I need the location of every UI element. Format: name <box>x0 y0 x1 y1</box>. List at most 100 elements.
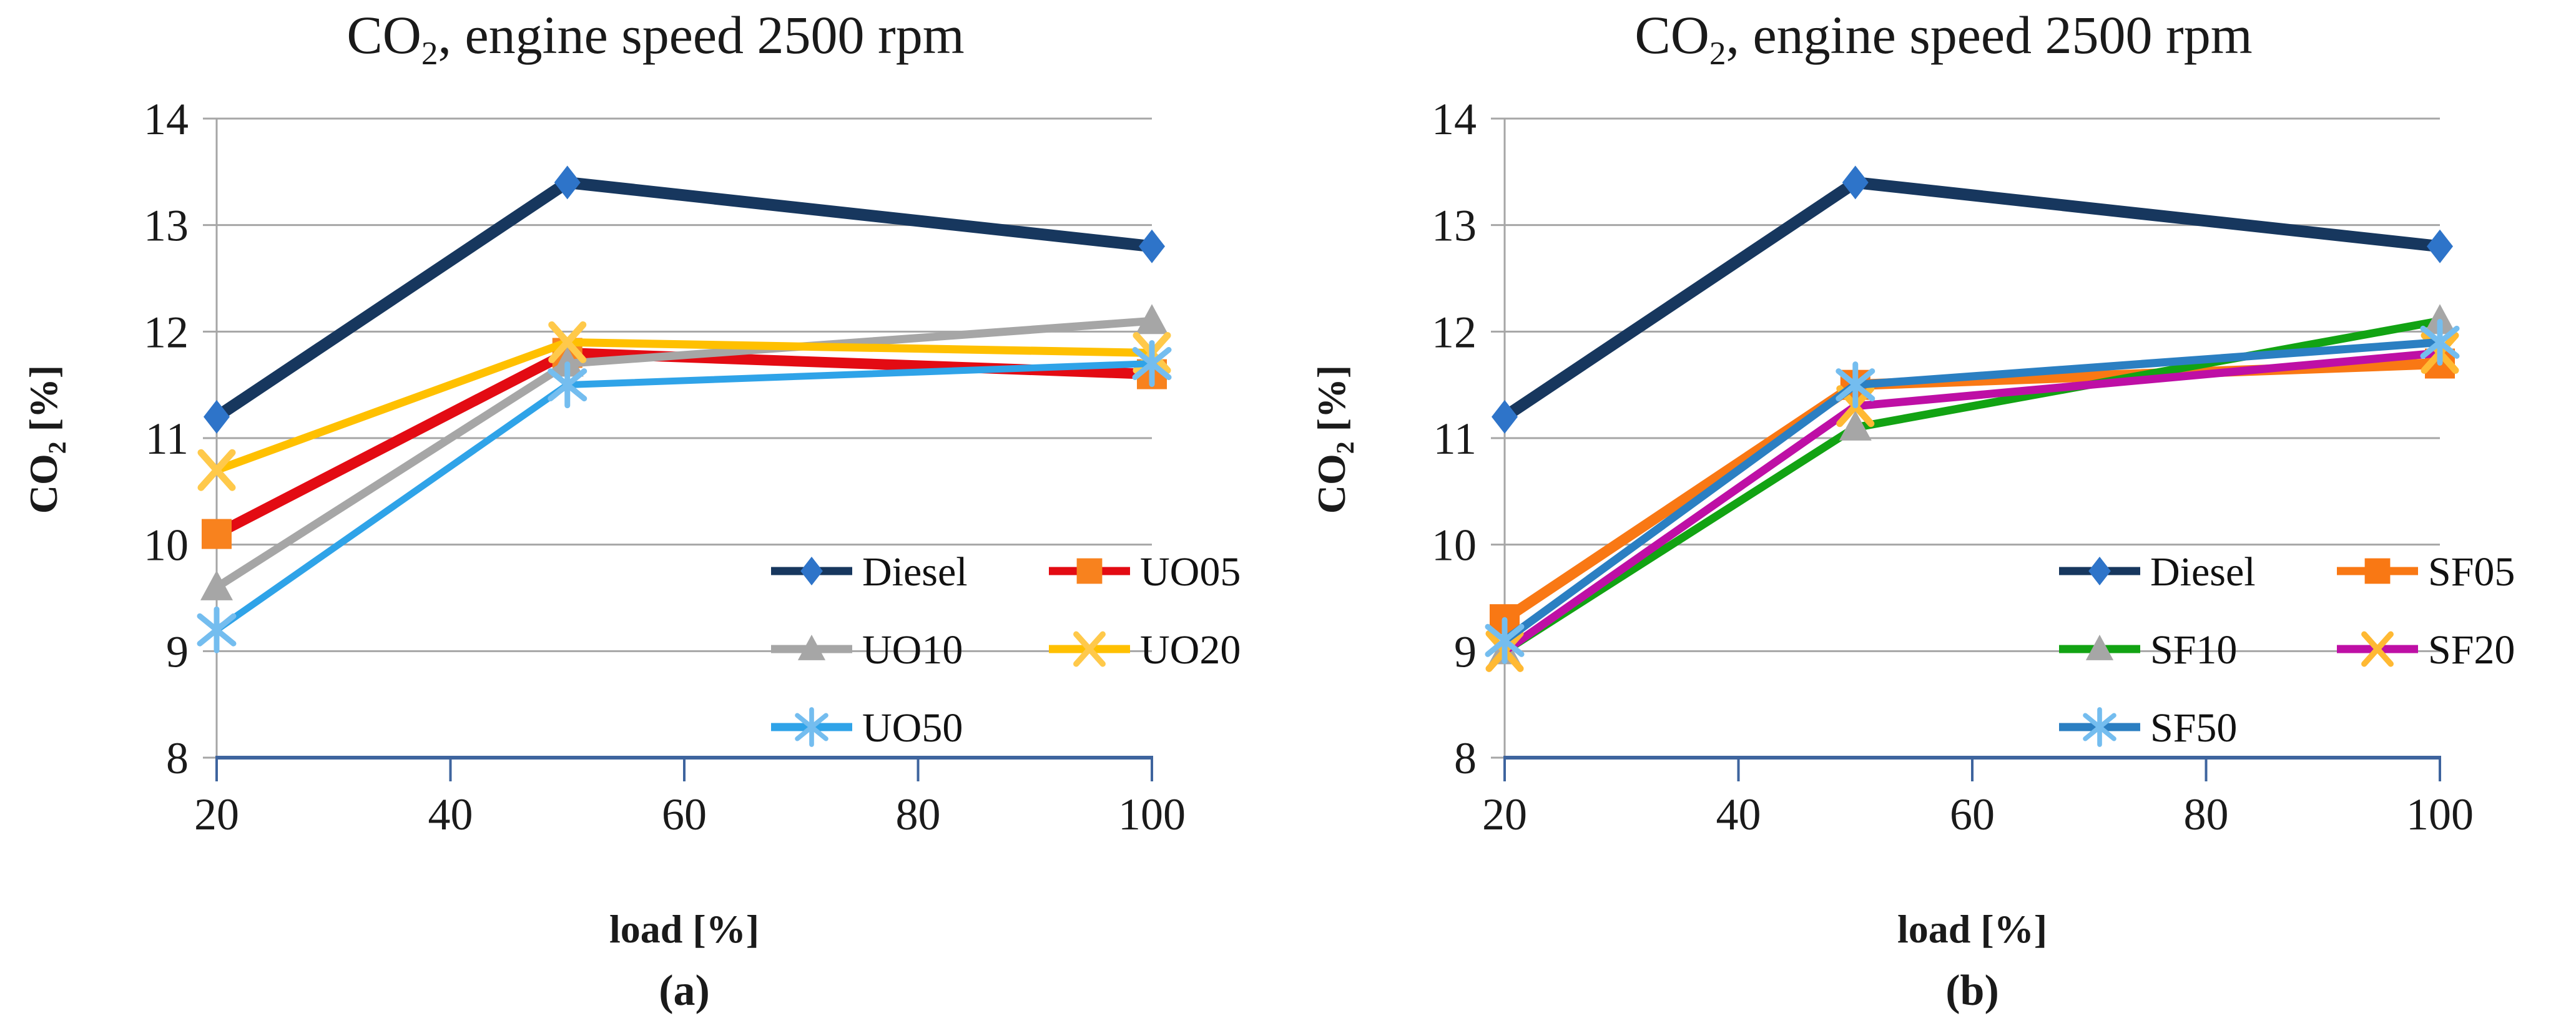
legend-item-UO50: UO50 <box>771 705 963 751</box>
y-tick-label-13: 13 <box>1432 201 1477 251</box>
y-tick-label-13: 13 <box>144 201 189 251</box>
marker-UO05-load20 <box>202 519 232 549</box>
legend-marker-SF10 <box>2085 635 2114 660</box>
y-tick-label-11: 11 <box>145 414 189 464</box>
x-tick-label-100: 100 <box>1118 789 1186 839</box>
y-tick-label-8: 8 <box>1454 733 1477 783</box>
x-tick-label-40: 40 <box>428 789 473 839</box>
subfigure-caption-b: (b) <box>1945 967 1999 1015</box>
subfigure-caption-a: (a) <box>659 967 710 1015</box>
y-axis-title-rest: [%] <box>1309 364 1354 442</box>
chart-title-rest: , engine speed 2500 rpm <box>1726 5 2253 65</box>
chart-title-text: CO <box>347 5 421 65</box>
marker-Diesel-load50 <box>1842 165 1869 200</box>
marker-SF50-load50-stroke <box>1836 368 1875 402</box>
legend-item-UO10: UO10 <box>771 627 963 673</box>
legend-item-SF50: SF50 <box>2059 705 2237 751</box>
y-axis-title-text: CO <box>1309 454 1354 514</box>
marker-SF10-load50 <box>1839 410 1872 441</box>
legend-item-UO20: UO20 <box>1049 627 1241 673</box>
marker-Diesel-load100 <box>1139 229 1165 263</box>
legend-marker-Diesel <box>2088 557 2111 585</box>
y-tick-label-14: 14 <box>1432 94 1477 144</box>
legend-marker-UO10 <box>797 635 826 660</box>
y-tick-label-12: 12 <box>1432 307 1477 357</box>
legend-item-Diesel: Diesel <box>2059 549 2256 595</box>
y-axis-title-rest: [%] <box>21 364 66 442</box>
marker-SF50-load20-stroke <box>1485 623 1525 657</box>
legend-marker-UO20 <box>1073 631 1106 667</box>
legend-marker-UO50 <box>795 707 828 747</box>
legend-label-SF50: SF50 <box>2150 705 2237 751</box>
x-tick-label-100: 100 <box>2406 789 2474 839</box>
chart-title-rest: , engine speed 2500 rpm <box>438 5 965 65</box>
legend-item-UO05: UO05 <box>1049 549 1241 595</box>
legend-label-UO20: UO20 <box>1140 627 1241 673</box>
legend-label-SF10: SF10 <box>2150 627 2237 673</box>
legend-marker-UO20-stroke <box>1073 631 1106 667</box>
legend-item-SF05: SF05 <box>2337 549 2515 595</box>
y-tick-label-14: 14 <box>144 94 189 144</box>
marker-Diesel-load20 <box>204 399 230 434</box>
marker-SF50-load20 <box>1485 617 1525 664</box>
legend-marker-UO50-stroke <box>795 713 828 741</box>
marker-UO10-load100 <box>1136 304 1168 335</box>
legend-label-UO50: UO50 <box>862 705 963 751</box>
legend-marker-SF50 <box>2083 707 2116 747</box>
x-axis-title-b: load [%] <box>1897 907 2047 951</box>
y-axis-title-subscript: 2 <box>43 441 71 454</box>
legend-label-Diesel: Diesel <box>2150 549 2256 595</box>
y-tick-label-9: 9 <box>166 627 189 677</box>
marker-UO50-load20-stroke <box>197 613 237 647</box>
marker-UO20-load20 <box>197 449 236 491</box>
y-axis-title-subscript: 2 <box>1331 441 1359 454</box>
chart-title-a: CO2, engine speed 2500 rpm <box>156 4 1155 72</box>
y-tick-label-8: 8 <box>166 733 189 783</box>
x-axis-title-a: load [%] <box>609 907 759 951</box>
legend-item-Diesel: Diesel <box>771 549 968 595</box>
marker-UO50-load50 <box>548 361 587 409</box>
legend-label-Diesel: Diesel <box>862 549 968 595</box>
x-tick-label-80: 80 <box>2184 789 2229 839</box>
series-line-SF05 <box>1502 358 2441 624</box>
chart-plot-a: 20 40 60 80 100 8 9 10 11 12 13 14 Diesel UO05 UO10 UO2… <box>144 94 1241 839</box>
x-tick-label-40: 40 <box>1716 789 1761 839</box>
y-tick-label-10: 10 <box>144 520 189 570</box>
chart-title-subscript: 2 <box>1709 34 1726 72</box>
marker-Diesel-load100 <box>2427 229 2453 263</box>
legend-label-UO10: UO10 <box>862 627 963 673</box>
chart-title-subscript: 2 <box>421 34 438 72</box>
x-tick-label-60: 60 <box>662 789 707 839</box>
x-tick-label-20: 20 <box>194 789 239 839</box>
chart-panel-b: 20 40 60 80 100 8 9 10 11 12 13 14 Diesel SF05 SF10 SF2… <box>1288 0 2576 1031</box>
marker-Diesel-load50 <box>554 165 581 200</box>
x-tick-label-20: 20 <box>1482 789 1527 839</box>
marker-UO50-load100 <box>1132 340 1172 388</box>
marker-Diesel-load20 <box>1492 399 1518 434</box>
series-line-SF50 <box>1502 338 2441 644</box>
legend-marker-Diesel <box>800 557 823 585</box>
legend-marker-SF20-stroke <box>2361 631 2394 667</box>
y-tick-label-11: 11 <box>1433 414 1477 464</box>
marker-UO50-load100-stroke <box>1132 347 1172 381</box>
x-tick-label-60: 60 <box>1950 789 1995 839</box>
marker-SF50-load100-stroke <box>2420 325 2460 359</box>
legend-label-UO05: UO05 <box>1140 549 1241 595</box>
legend-item-SF20: SF20 <box>2337 627 2515 673</box>
chart-title-text: CO <box>1635 5 1709 65</box>
chart-panel-a: 20 40 60 80 100 8 9 10 11 12 13 14 Diesel UO05 UO10 UO2… <box>21 4 1241 1015</box>
marker-UO20-load50 <box>548 321 587 363</box>
legend-marker-UO05 <box>1076 558 1103 584</box>
y-axis-title-text: CO <box>21 454 66 514</box>
marker-UO50-load50-stroke <box>548 368 587 402</box>
legend-label-SF20: SF20 <box>2428 627 2515 673</box>
y-axis-title-b: CO2 [%] <box>1305 252 1359 627</box>
legend-label-SF05: SF05 <box>2428 549 2515 595</box>
chart-plot-b: 20 40 60 80 100 8 9 10 11 12 13 14 Diesel SF05 SF10 SF2… <box>1432 94 2515 839</box>
legend-marker-SF20 <box>2361 631 2394 667</box>
x-tick-label-80: 80 <box>896 789 941 839</box>
marker-UO10-load20 <box>200 570 233 600</box>
marker-SF50-load50 <box>1836 361 1875 409</box>
series-line-SF20 <box>1502 348 2441 655</box>
